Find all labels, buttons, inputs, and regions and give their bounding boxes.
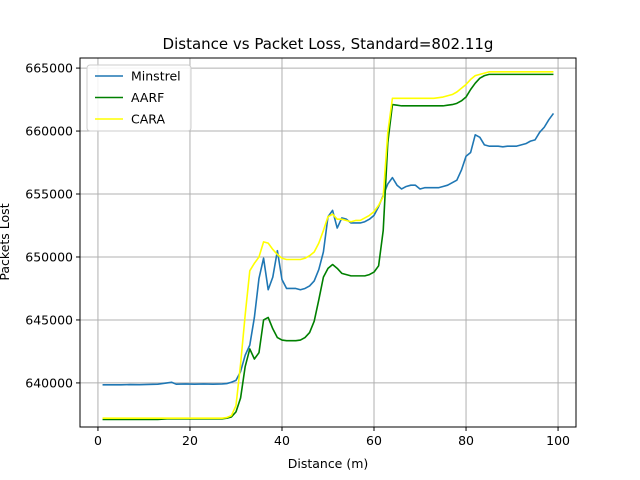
y-tick-label: 650000	[25, 249, 73, 264]
axis-ticks: 0 20 40 60 80 100 640000 645000 650000 655000 6600…	[25, 61, 570, 448]
y-tick-label: 640000	[25, 375, 73, 390]
legend: Minstrel AARF CARA	[86, 64, 192, 132]
y-tick-label: 655000	[25, 187, 73, 202]
x-tick-label: 60	[366, 433, 382, 448]
chart-title: Distance vs Packet Loss, Standard=802.11…	[163, 35, 494, 53]
series-lines	[102, 71, 555, 421]
legend-label-minstrel: Minstrel	[131, 69, 181, 84]
y-tick-label: 660000	[25, 124, 73, 139]
plot-frame	[79, 57, 577, 428]
y-axis-label: Packets Lost	[0, 203, 12, 280]
legend-label-aarf: AARF	[131, 90, 164, 105]
series-line-minstrel	[102, 112, 555, 386]
x-tick-label: 20	[182, 433, 198, 448]
y-tick-label: 665000	[25, 61, 73, 76]
x-tick-label: 0	[94, 433, 102, 448]
legend-box	[86, 64, 192, 132]
x-tick-label: 40	[274, 433, 290, 448]
x-axis-label: Distance (m)	[288, 456, 369, 471]
y-tick-label: 645000	[25, 312, 73, 327]
x-tick-label: 100	[546, 433, 570, 448]
series-line-cara	[102, 71, 554, 419]
x-tick-label: 80	[458, 433, 474, 448]
legend-label-cara: CARA	[131, 112, 165, 127]
grid-lines	[80, 58, 576, 427]
